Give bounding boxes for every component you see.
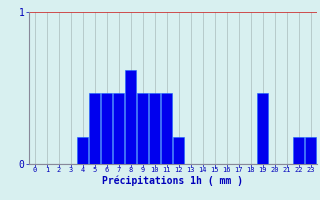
Bar	[101, 93, 112, 164]
Bar	[293, 137, 304, 164]
X-axis label: Précipitations 1h ( mm ): Précipitations 1h ( mm )	[102, 176, 243, 186]
Bar	[77, 137, 88, 164]
Bar	[257, 93, 268, 164]
Bar	[149, 93, 160, 164]
Bar	[161, 93, 172, 164]
Bar	[113, 93, 124, 164]
Bar	[89, 93, 100, 164]
Bar	[305, 137, 316, 164]
Bar	[137, 93, 148, 164]
Bar	[125, 70, 136, 164]
Bar	[173, 137, 184, 164]
